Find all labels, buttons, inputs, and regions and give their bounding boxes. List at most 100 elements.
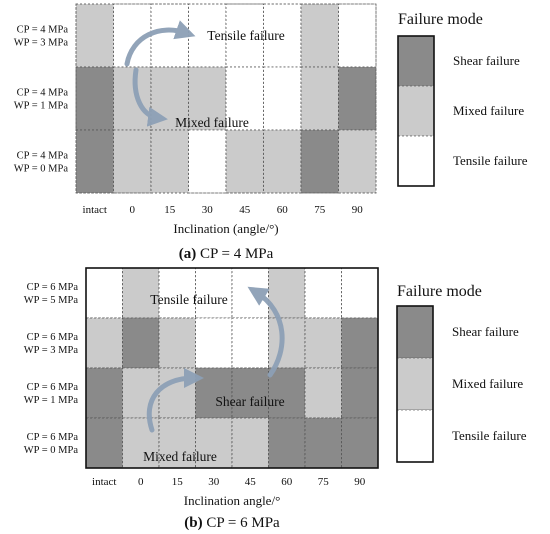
heatmap-cell [225, 129, 264, 194]
x-axis-label: Inclination angle/° [184, 493, 281, 508]
heatmap-cell [300, 3, 339, 68]
heatmap-cell [231, 417, 269, 469]
heatmap-cell [263, 129, 302, 194]
legend-entry: Shear failure [453, 53, 520, 68]
heatmap-cell [304, 317, 342, 369]
legend-swatch [396, 305, 434, 359]
heatmap-cell [150, 129, 189, 194]
row-label-cp: CP = 6 MPa [27, 382, 79, 393]
row-label-cp: CP = 4 MPa [17, 88, 69, 99]
x-tick-label: 45 [239, 204, 251, 216]
x-tick-label: 60 [281, 476, 293, 488]
heatmap-cell [231, 317, 269, 369]
heatmap-cell [113, 129, 152, 194]
heatmap-cell [300, 66, 339, 131]
row-label-wp: WP = 3 MPa [14, 38, 69, 49]
x-tick-label: intact [83, 204, 107, 216]
heatmap-cell [231, 367, 269, 419]
row-label-wp: WP = 0 MPa [14, 164, 69, 175]
heatmap-cell [338, 129, 377, 194]
trend-arrow [247, 286, 285, 378]
heatmap-cell [150, 3, 189, 68]
heatmap-cell [158, 417, 196, 469]
panel-b: CP = 6 MPa WP = 5 MPa CP = 6 MPa WP = 3 MPa… [24, 267, 527, 531]
heatmap-cell [304, 417, 342, 469]
row-label-cp: CP = 4 MPa [17, 25, 69, 36]
failure-annotation: Mixed failure [143, 449, 217, 464]
legend-swatch [396, 409, 434, 463]
x-tick-label: 0 [138, 476, 144, 488]
legend-border [397, 35, 435, 187]
x-tick-label: 30 [202, 204, 214, 216]
legend-border [396, 305, 434, 463]
heatmap-cell [341, 267, 379, 319]
x-tick-label: 75 [318, 476, 330, 488]
heatmap-cell [195, 317, 233, 369]
heatmap-cell [225, 3, 264, 68]
x-tick-label: 45 [245, 476, 257, 488]
legend-entry: Shear failure [452, 324, 519, 339]
heatmap-cell [122, 367, 160, 419]
heatmap-cell [225, 66, 264, 131]
heatmap-cell [122, 267, 160, 319]
heatmap-cell [338, 3, 377, 68]
heatmap-cell [85, 267, 123, 319]
failure-annotation: Tensile failure [207, 28, 284, 43]
heatmap-border [75, 3, 377, 194]
x-tick-label: 15 [172, 476, 184, 488]
caption-letter: (a) [179, 246, 197, 262]
row-label-wp: WP = 1 MPa [24, 395, 79, 406]
heatmap-cell [195, 417, 233, 469]
heatmap-cell [304, 367, 342, 419]
heatmap-cell [188, 129, 227, 194]
heatmap-cell [85, 367, 123, 419]
heatmap-cell [85, 417, 123, 469]
caption-text: CP = 4 MPa [196, 246, 273, 262]
panel-caption: (b) CP = 6 MPa [184, 515, 280, 531]
heatmap-cell [268, 317, 306, 369]
heatmap-cell [304, 267, 342, 319]
legend-entry: Mixed failure [452, 376, 523, 391]
failure-annotation: Shear failure [215, 394, 284, 409]
heatmap-cell [231, 267, 269, 319]
caption-letter: (b) [184, 515, 202, 531]
heatmap-cell [300, 129, 339, 194]
row-label-cp: CP = 6 MPa [27, 282, 79, 293]
panel-caption: (a) CP = 4 MPa [179, 246, 274, 262]
heatmap-cell [263, 3, 302, 68]
heatmap-cell [85, 317, 123, 369]
trend-arrow [146, 368, 204, 433]
heatmap-cell [268, 367, 306, 419]
x-tick-label: intact [92, 476, 116, 488]
heatmap-cell [263, 66, 302, 131]
trend-arrow [132, 67, 168, 127]
legend-entry: Tensile failure [452, 428, 527, 443]
row-label-wp: WP = 1 MPa [14, 101, 69, 112]
heatmap-cell [158, 317, 196, 369]
legend-swatch [396, 357, 434, 411]
row-label-cp: CP = 6 MPa [27, 432, 79, 443]
x-tick-label: 90 [354, 476, 366, 488]
failure-annotation: Mixed failure [175, 115, 249, 130]
heatmap-cell [158, 267, 196, 319]
heatmap-cell [75, 66, 114, 131]
row-label-wp: WP = 5 MPa [24, 295, 79, 306]
legend-entry: Tensile failure [453, 153, 528, 168]
row-label-cp: CP = 6 MPa [27, 332, 79, 343]
heatmap-cell [113, 66, 152, 131]
x-axis-label: Inclination (angle/°) [173, 221, 278, 236]
heatmap-cell [341, 367, 379, 419]
heatmap-cell [122, 317, 160, 369]
legend-entry: Mixed failure [453, 103, 524, 118]
failure-annotation: Tensile failure [150, 292, 227, 307]
x-tick-label: 15 [164, 204, 176, 216]
row-label-cp: CP = 4 MPa [17, 151, 69, 162]
trend-arrow [124, 20, 196, 67]
heatmap-cell [341, 317, 379, 369]
x-tick-label: 90 [352, 204, 364, 216]
caption-text: CP = 6 MPa [203, 515, 280, 531]
x-tick-label: 60 [277, 204, 289, 216]
panel-a: CP = 4 MPa WP = 3 MPa CP = 4 MPa WP = 1 MPa… [14, 3, 528, 262]
x-tick-label: 0 [130, 204, 136, 216]
